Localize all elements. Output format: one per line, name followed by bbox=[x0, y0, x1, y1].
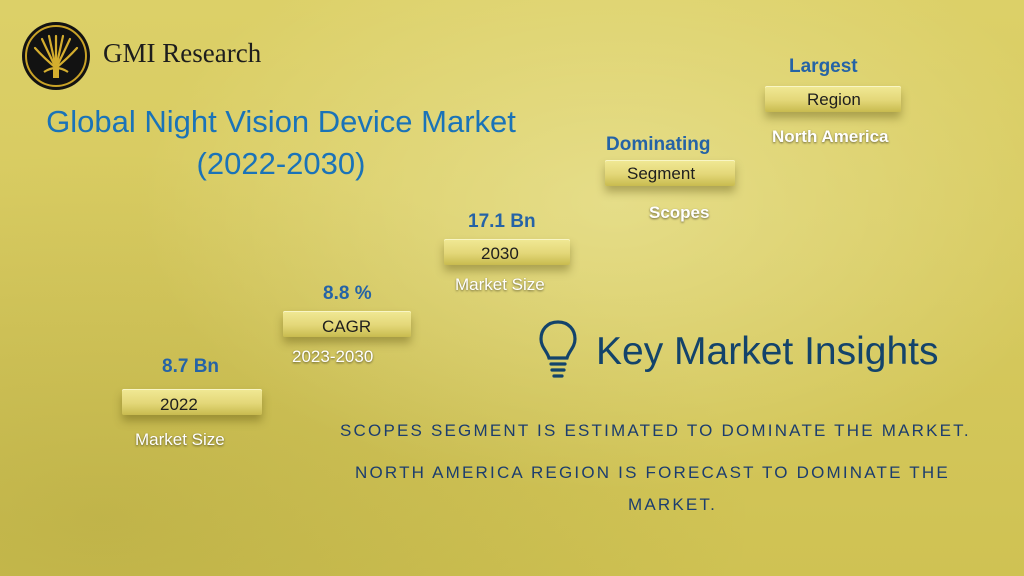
step-3-value: 17.1 Bn bbox=[468, 211, 536, 232]
step-2-sub: 2023-2030 bbox=[292, 347, 374, 366]
gmi-logo-icon[interactable] bbox=[22, 22, 90, 90]
step-2-label: CAGR bbox=[322, 317, 372, 336]
step-5-label: Region bbox=[807, 90, 861, 109]
step-5-value: Largest bbox=[789, 56, 858, 77]
brand-name: GMI Research bbox=[103, 38, 262, 68]
insight-line-1: SCOPES SEGMENT IS ESTIMATED TO DOMINATE … bbox=[340, 421, 971, 440]
page-subtitle-years: (2022-2030) bbox=[196, 146, 366, 181]
lightbulb-icon bbox=[538, 318, 578, 389]
step-5-sub: North America bbox=[772, 127, 889, 146]
step-5-block bbox=[765, 86, 901, 112]
step-1-label: 2022 bbox=[160, 395, 198, 414]
step-3-block bbox=[444, 239, 570, 265]
step-4-sub: Scopes bbox=[649, 203, 710, 222]
step-2-value: 8.8 % bbox=[323, 283, 372, 304]
step-4-label: Segment bbox=[627, 164, 696, 183]
insights-heading: Key Market Insights bbox=[596, 330, 939, 373]
page-title: Global Night Vision Device Market bbox=[46, 104, 516, 139]
insight-line-3: MARKET. bbox=[628, 495, 718, 514]
step-1-value: 8.7 Bn bbox=[162, 356, 220, 377]
step-2-block bbox=[283, 311, 411, 337]
gmi-logo-mark bbox=[25, 25, 87, 87]
step-1-block bbox=[122, 389, 262, 415]
step-4-value: Dominating bbox=[606, 134, 711, 155]
step-1-sub: Market Size bbox=[135, 430, 225, 449]
insight-line-2: NORTH AMERICA REGION IS FORECAST TO DOMI… bbox=[355, 463, 950, 482]
step-4-block bbox=[605, 160, 735, 186]
step-3-label: 2030 bbox=[481, 244, 519, 263]
step-3-sub: Market Size bbox=[455, 275, 545, 294]
